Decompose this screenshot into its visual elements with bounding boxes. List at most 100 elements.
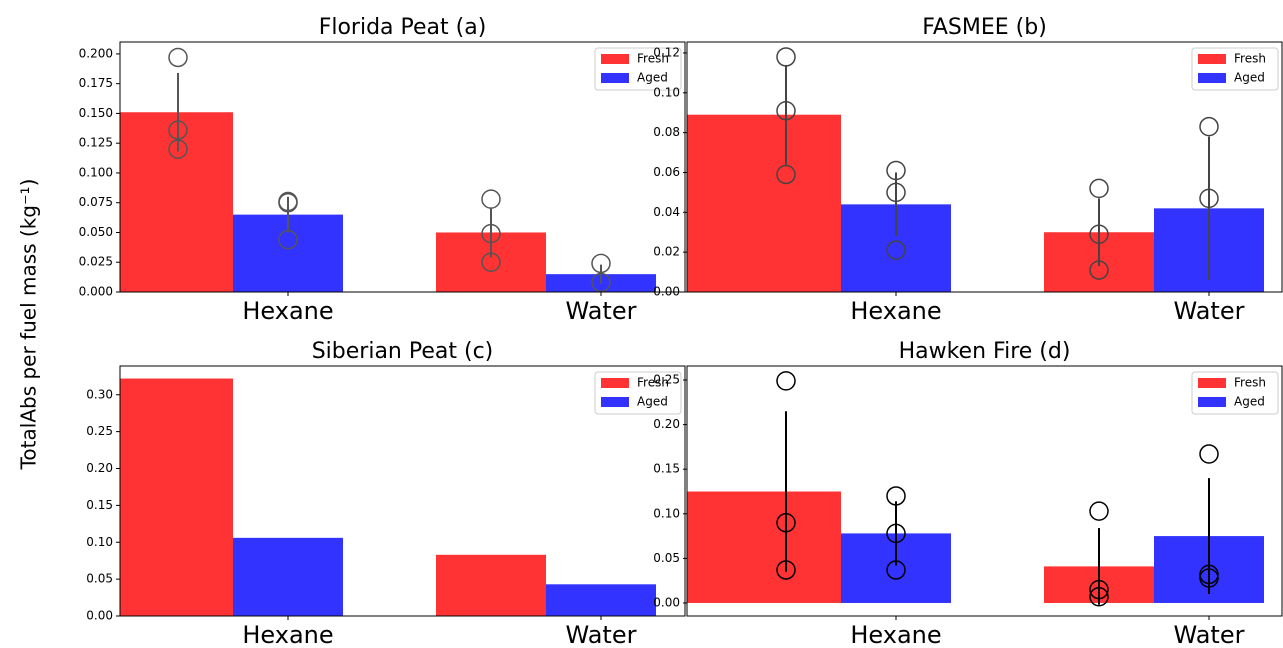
data-point xyxy=(776,560,796,580)
y-tick-label: 0.02 xyxy=(653,245,680,259)
y-tick-label: 0.00 xyxy=(653,285,680,299)
data-point xyxy=(481,189,501,209)
y-axis-label: TotalAbs per fuel mass (kg⁻¹) xyxy=(17,179,41,471)
y-tick-label: 0.025 xyxy=(79,255,113,269)
axes-frame xyxy=(686,41,1283,293)
x-tick-label: Hexane xyxy=(242,621,333,648)
legend-swatch xyxy=(601,397,629,407)
legend-label: Fresh xyxy=(1234,376,1266,390)
axes-frame xyxy=(119,365,686,617)
panel-title: FASMEE (b) xyxy=(922,15,1047,40)
panel-title: Hawken Fire (d) xyxy=(899,339,1071,364)
data-point xyxy=(886,523,906,544)
bar xyxy=(436,554,546,616)
data-point xyxy=(776,164,796,185)
bar xyxy=(120,112,233,292)
data-point xyxy=(591,253,611,274)
data-point xyxy=(1199,116,1219,137)
y-tick-label: 0.10 xyxy=(86,535,113,549)
data-point xyxy=(168,120,188,140)
data-point xyxy=(1199,444,1219,464)
data-point xyxy=(886,240,906,260)
y-tick-label: 0.08 xyxy=(653,125,680,139)
legend-swatch xyxy=(1198,397,1226,407)
y-tick-label: 0.10 xyxy=(653,85,680,99)
y-tick-label: 0.15 xyxy=(86,498,113,512)
bar xyxy=(687,491,841,603)
bar xyxy=(120,378,233,616)
x-tick-label: Hexane xyxy=(850,297,941,325)
legend-label: Aged xyxy=(637,71,668,85)
legend-swatch xyxy=(601,378,629,388)
legend-swatch xyxy=(1198,73,1226,83)
axes-frame xyxy=(119,41,686,293)
y-tick-label: 0.20 xyxy=(86,461,113,475)
x-tick-label: Water xyxy=(1174,621,1245,648)
y-tick-label: 0.200 xyxy=(79,46,113,60)
y-tick-label: 0.04 xyxy=(653,205,680,219)
data-point xyxy=(481,252,501,272)
data-point xyxy=(1089,224,1109,244)
y-tick-label: 0.075 xyxy=(79,195,113,209)
axes-frame xyxy=(686,365,1283,617)
data-point xyxy=(886,560,906,580)
data-point xyxy=(1199,188,1219,209)
y-tick-label: 0.05 xyxy=(653,551,680,565)
panel: Florida Peat (a) 0.000 0.025 0.050 0.075 0.10… xyxy=(79,15,686,325)
y-tick-label: 0.000 xyxy=(79,285,113,299)
legend-label: Fresh xyxy=(637,376,669,390)
y-tick-label: 0.175 xyxy=(79,76,113,90)
data-point xyxy=(1089,501,1109,521)
data-point xyxy=(776,371,796,391)
panel: FASMEE (b) 0.00 0.02 0.04 0.06 0.08 0.10 0.12 He… xyxy=(653,15,1283,325)
y-tick-label: 0.00 xyxy=(86,609,113,623)
y-tick-label: 0.30 xyxy=(86,387,113,401)
y-tick-label: 0.10 xyxy=(653,506,680,520)
x-tick-label: Water xyxy=(1174,297,1245,325)
y-tick-label: 0.06 xyxy=(653,165,680,179)
y-tick-label: 0.12 xyxy=(653,45,680,59)
data-point xyxy=(1089,260,1109,280)
y-tick-label: 0.25 xyxy=(86,424,113,438)
data-point xyxy=(886,160,906,181)
legend-swatch xyxy=(1198,54,1226,64)
y-tick-label: 0.050 xyxy=(79,225,113,239)
y-tick-label: 0.25 xyxy=(653,373,680,387)
legend-swatch xyxy=(601,54,629,64)
y-tick-label: 0.100 xyxy=(79,165,113,179)
data-point xyxy=(1089,178,1109,199)
y-tick-label: 0.125 xyxy=(79,136,113,150)
data-point xyxy=(776,512,796,533)
data-point xyxy=(481,223,501,244)
panel: Siberian Peat (c) 0.00 0.05 0.10 0.15 0.20 0.2… xyxy=(86,339,686,648)
data-point xyxy=(776,100,796,121)
y-tick-label: 0.150 xyxy=(79,106,113,120)
legend-label: Fresh xyxy=(1234,52,1266,66)
y-tick-label: 0.20 xyxy=(653,417,680,431)
data-point xyxy=(278,192,298,213)
legend-label: Aged xyxy=(1234,395,1265,409)
legend-label: Aged xyxy=(1234,71,1265,85)
panel-title: Florida Peat (a) xyxy=(319,15,487,40)
legend-label: Fresh xyxy=(637,52,669,66)
x-tick-label: Hexane xyxy=(850,621,941,648)
data-point xyxy=(168,139,188,159)
bar xyxy=(546,584,656,616)
panel-title: Siberian Peat (c) xyxy=(312,339,494,364)
x-tick-label: Water xyxy=(566,297,637,325)
y-tick-label: 0.00 xyxy=(653,595,680,609)
data-point xyxy=(886,486,906,506)
legend-swatch xyxy=(601,73,629,83)
data-point xyxy=(776,47,796,67)
y-tick-label: 0.05 xyxy=(86,572,113,586)
data-point xyxy=(278,229,298,250)
data-point xyxy=(886,182,906,203)
data-point xyxy=(1089,586,1109,607)
data-point xyxy=(168,47,188,68)
legend-swatch xyxy=(1198,378,1226,388)
bar xyxy=(233,537,343,616)
bar xyxy=(687,114,841,292)
legend-label: Aged xyxy=(637,395,668,409)
x-tick-label: Water xyxy=(566,621,637,648)
